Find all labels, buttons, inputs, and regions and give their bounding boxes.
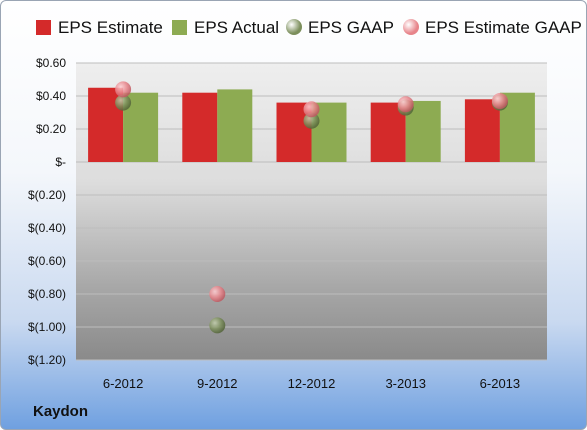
x-tick-label: 9-2012	[197, 376, 237, 391]
brand-label: Kaydon	[33, 403, 89, 420]
x-tick-label: 6-2012	[103, 376, 143, 391]
y-tick-label: $-	[55, 155, 66, 169]
point-eps-estimate-gaap	[397, 96, 414, 113]
point-eps-gaap	[115, 94, 132, 111]
point-eps-gaap	[209, 317, 226, 334]
y-tick-label: $(0.20)	[28, 188, 66, 202]
point-eps-estimate-gaap	[209, 286, 226, 302]
legend-label: EPS GAAP	[308, 18, 394, 37]
legend-marker-eps-estimate-gaap	[403, 19, 419, 35]
bar-eps-estimate	[464, 99, 500, 162]
point-eps-estimate-gaap	[303, 101, 320, 118]
y-tick-label: $0.20	[36, 122, 66, 136]
y-tick-label: $(1.20)	[28, 353, 66, 367]
bar-eps-estimate	[182, 92, 218, 162]
point-eps-estimate-gaap	[491, 92, 508, 109]
x-tick-label: 3-2013	[385, 376, 425, 391]
legend-swatch-eps-estimate	[36, 20, 51, 35]
legend-swatch-eps-actual	[172, 20, 187, 35]
legend: EPS Estimate EPS Actual EPS GAAP EPS Est…	[1, 13, 586, 45]
y-tick-label: $(0.60)	[28, 254, 66, 268]
bar-eps-actual	[217, 89, 253, 162]
legend-label: EPS Actual	[194, 18, 280, 37]
y-tick-label: $0.60	[36, 56, 66, 70]
y-tick-label: $(0.80)	[28, 287, 66, 301]
x-tick-label: 6-2013	[480, 376, 520, 391]
y-tick-label: $0.40	[36, 89, 66, 103]
legend-label: EPS Estimate GAAP	[425, 18, 582, 37]
y-tick-label: $(0.40)	[28, 221, 66, 235]
legend-marker-eps-gaap	[286, 19, 302, 35]
legend-label: EPS Estimate	[58, 18, 163, 37]
point-eps-gaap	[303, 112, 320, 129]
point-eps-estimate-gaap	[115, 81, 132, 98]
x-tick-label: 12-2012	[288, 376, 336, 391]
y-tick-label: $(1.00)	[28, 320, 66, 334]
